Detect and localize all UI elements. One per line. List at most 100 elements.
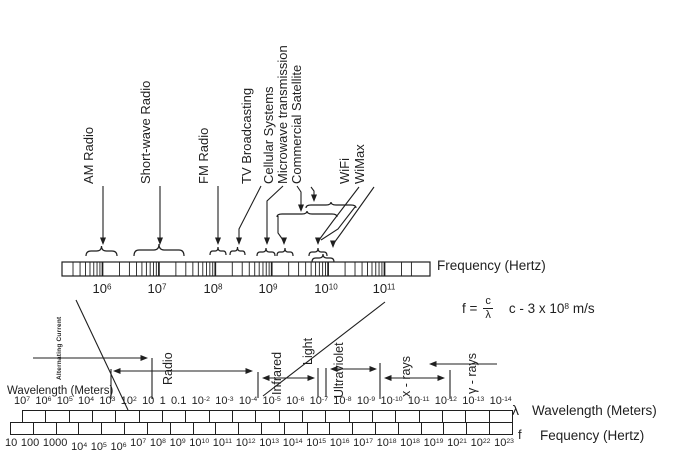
band-leader-fm-arrowhead [215, 237, 221, 245]
frequency-tick: 108 [149, 437, 166, 449]
ruler-cell [23, 411, 47, 422]
band-leader-cellular-arrowhead [264, 237, 270, 245]
tick-exponent: -12 [447, 395, 457, 403]
wavelength-tick-labels: 107 106 105 104 103 102 10 1 0.1 10-2 10-3 10-4 10-5… [14, 395, 512, 407]
frequency-tick: 1018 [376, 437, 397, 449]
ruler-cell [163, 411, 187, 422]
frequency-tick: 1014 [282, 437, 303, 449]
range-brace [256, 247, 276, 257]
frequency-bar-ticks [72, 262, 412, 276]
ruler-cell [376, 423, 399, 434]
tick-exponent: 18 [412, 437, 420, 445]
region-label-γ-rays: γ - rays [465, 353, 479, 394]
region-label-light: Light [301, 337, 315, 365]
wavelength-tick: 107 [14, 395, 31, 407]
wavelength-tick: 1 [159, 395, 166, 407]
range-brace [85, 245, 118, 257]
ruler-cell [399, 423, 422, 434]
ruler-cell [46, 411, 70, 422]
ruler-cell [285, 423, 308, 434]
ruler-cell [326, 411, 350, 422]
ruler-cell [125, 423, 148, 434]
tick-exponent: 2 [132, 395, 137, 403]
ruler-cell [140, 411, 163, 422]
frequency-tick: 105 [90, 441, 107, 453]
wavelength-tick: 10-11 [407, 395, 430, 407]
formula-lhs: f = [462, 301, 478, 316]
ruler-cell [210, 411, 233, 422]
ruler-cell [70, 411, 93, 422]
band-leader-am-arrowhead [100, 237, 106, 245]
ruler-cell [256, 411, 280, 422]
frequency-tick: 109 [169, 437, 186, 449]
tick-exponent: 9 [181, 437, 186, 445]
spectrum-region-lines [33, 299, 497, 411]
band-leader-shortwave-arrowhead [157, 237, 163, 245]
frequency-tick: 107 [130, 437, 147, 449]
decade-exponent: 10 [328, 282, 338, 292]
tick-exponent: -5 [274, 395, 281, 403]
range-brace [276, 247, 294, 257]
wavelength-tick: 10-13 [462, 395, 485, 407]
lambda-symbol: λ [512, 402, 519, 418]
tick-exponent: 15 [318, 437, 327, 445]
decade-label-10e8: 108 [203, 281, 223, 296]
tick-exponent: -8 [345, 395, 352, 403]
band-leader-lines [102, 185, 375, 244]
ruler-cell [280, 411, 303, 422]
tick-exponent: 7 [26, 395, 31, 403]
frequency-tick: 100 [20, 437, 40, 449]
band-braces [85, 201, 357, 263]
region-label-ultraviolet: Ultraviolet [332, 342, 346, 398]
band-label-wifi: WiFi [337, 158, 352, 184]
frequency-tick: 1010 [189, 437, 210, 449]
tick-exponent: -3 [227, 395, 234, 403]
ruler-cell [330, 423, 354, 434]
decade-label-10e9: 109 [258, 281, 278, 296]
range-brace [305, 201, 357, 209]
wavelength-axis-label-right: Wavelength (Meters) [532, 403, 657, 418]
frequency-tick: 1012 [235, 437, 256, 449]
ruler-cell [11, 423, 34, 434]
tick-exponent: -4 [251, 395, 258, 403]
ruler-cell [262, 423, 285, 434]
tick-exponent: -13 [474, 395, 485, 403]
tick-exponent: -6 [298, 395, 305, 403]
band-leader-microwave [296, 185, 302, 206]
band-leader-tv [238, 185, 262, 240]
zoom-map-line-right [262, 301, 386, 397]
wavelength-tick: 104 [78, 395, 95, 407]
ruler-cell [148, 423, 171, 434]
ruler-cell [186, 411, 210, 422]
decade-label-10e11: 1011 [372, 281, 396, 296]
bracket-leader-microwave-arrowhead [281, 237, 287, 245]
wavelength-tick: 0.1 [171, 395, 187, 407]
formula-rhs: c - 3 x 108 m/s [508, 301, 595, 316]
region-label-radio: Radio [161, 352, 175, 385]
formula-denominator: λ [485, 309, 491, 321]
wavelength-tick: 10-8 [333, 395, 352, 407]
frequency-tick: 10 [5, 437, 18, 449]
frequency-bar [61, 261, 431, 277]
wavelength-tick: 10-4 [238, 395, 258, 407]
f-symbol: f [518, 427, 522, 442]
ruler-cell [93, 411, 117, 422]
decade-exponent: 8 [217, 282, 223, 292]
wavelength-tick: 10-7 [309, 395, 328, 407]
band-leader-wifi [318, 186, 360, 241]
decade-label-10e6: 106 [92, 281, 112, 296]
region-label-infrared: Infrared [270, 351, 284, 395]
frequency-axis-label: Frequency (Hertz) [437, 258, 546, 273]
ruler-cell [233, 411, 257, 422]
band-label-short-wave-radio: Short-wave Radio [138, 80, 153, 184]
ruler-cell [57, 423, 80, 434]
tick-exponent: -2 [203, 395, 210, 403]
range-brace [209, 246, 227, 256]
wavelength-tick: 103 [99, 395, 116, 407]
formula-numerator: c [483, 295, 493, 309]
band-label-fm-radio: FM Radio [196, 127, 211, 184]
frequency-tick: 1013 [259, 437, 280, 449]
wavelength-tick: 10-2 [191, 395, 210, 407]
tick-exponent: -14 [501, 395, 512, 403]
tick-exponent: 5 [103, 441, 107, 449]
